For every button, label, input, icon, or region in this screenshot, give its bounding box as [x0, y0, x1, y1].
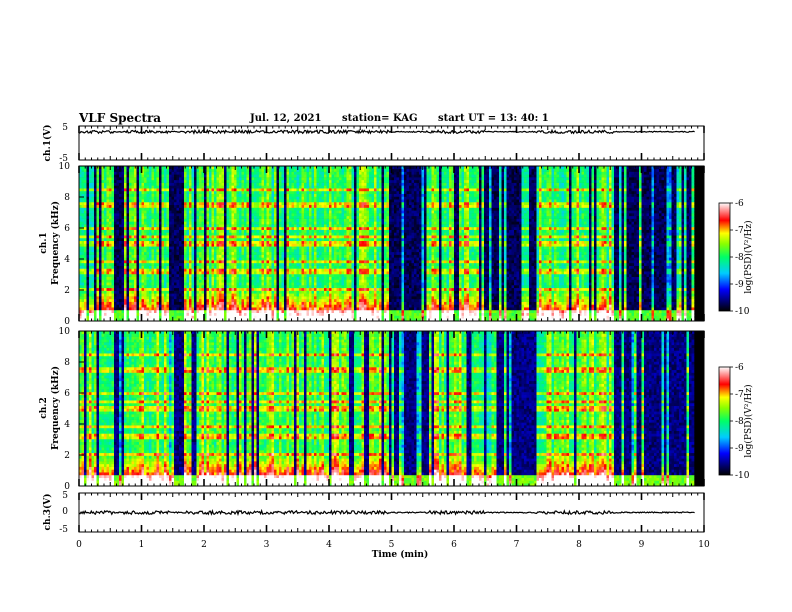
ch1-ytick-5: 5: [62, 123, 68, 133]
spectrogram-ch1-image: [79, 166, 694, 321]
waveform-ch1-panel: 5 -5 ch.1(V): [42, 123, 704, 164]
time-tick-label: 7: [514, 540, 520, 550]
time-tick-label: 9: [639, 540, 645, 550]
ch3-ytick-5: 5: [62, 491, 68, 501]
time-axis-ticklabels: 0 1 2 3 4 5 6 7 8 9 10: [76, 540, 710, 550]
colorbar-tick-label: -8: [735, 253, 744, 263]
time-tick-label: 1: [139, 540, 145, 550]
time-tick-label: 5: [389, 540, 395, 550]
ch2-spec-ylabel-frequency: Frequency (kHz): [50, 366, 61, 450]
spec-ytick-label: 10: [59, 327, 71, 337]
colorbar-ch1-label: log(PSD)(V²/Hz): [743, 220, 754, 293]
time-tick-label: 2: [201, 540, 207, 550]
ch3-waveform-ylabel: ch.3(V): [42, 494, 53, 531]
colorbar-ch1: -6 -7 -8 -9 -10 log(PSD)(V²/Hz): [719, 199, 754, 317]
ch1-spec-ylabel-frequency: Frequency (kHz): [50, 201, 61, 285]
colorbar-tick-label: -7: [735, 390, 744, 400]
time-tick-label: 6: [451, 540, 457, 550]
spec-ytick-label: 6: [64, 389, 70, 399]
colorbar-tick-label: -7: [735, 226, 744, 236]
spec-ytick-label: 0: [64, 317, 70, 327]
colorbar-ch2-label: log(PSD)(V²/Hz): [743, 384, 754, 457]
colorbar-ch2: -6 -7 -8 -9 -10 log(PSD)(V²/Hz): [719, 363, 754, 481]
time-tick-label: 8: [576, 540, 582, 550]
spectrogram-ch1-panel: 0 2 4 6 8 10 ch.1 Frequency (kHz): [39, 162, 704, 327]
spec-ytick-label: 8: [64, 358, 70, 368]
ch1-waveform-ylabel: ch.1(V): [42, 125, 53, 162]
spec-ytick-label: 2: [64, 286, 70, 296]
ch2-spec-ylabel-channel: ch.2: [39, 397, 49, 418]
colorbar-tick-label: -6: [735, 363, 744, 373]
ch1-spec-ylabel-channel: ch.1: [39, 232, 49, 253]
ch3-ytick-neg5: -5: [59, 525, 68, 535]
spec-ytick-label: 4: [64, 420, 70, 430]
waveform-ch3-panel: 5 0 -5 ch.3(V) 0 1 2 3 4 5 6 7 8 9 10 Time (min): [42, 491, 710, 560]
colorbar-tick-label: -10: [735, 307, 750, 317]
spec-ytick-label: 10: [59, 162, 71, 172]
spectrogram-ch2-image: [79, 331, 694, 486]
colorbar-tick-label: -9: [735, 444, 744, 454]
vlf-spectra-figure: 5 -5 ch.1(V) 0246810 ch.1 Frequency (kHz…: [0, 0, 792, 612]
spec-ytick-label: 8: [64, 193, 70, 203]
time-tick-label: 0: [76, 540, 82, 550]
spec-ytick-label: 6: [64, 224, 70, 234]
spec-ytick-label: 4: [64, 255, 70, 265]
colorbar-tick-label: -10: [735, 471, 750, 481]
time-tick-label: 3: [264, 540, 270, 550]
time-tick-label: 4: [326, 540, 332, 550]
colorbar-tick-label: -9: [735, 280, 744, 290]
colorbar-tick-label: -8: [735, 417, 744, 427]
time-axis-label: Time (min): [372, 549, 429, 560]
ch3-ytick-0: 0: [62, 507, 68, 517]
time-tick-label: 10: [698, 540, 710, 550]
spec-ytick-label: 2: [64, 451, 70, 461]
colorbar-tick-label: -6: [735, 199, 744, 209]
